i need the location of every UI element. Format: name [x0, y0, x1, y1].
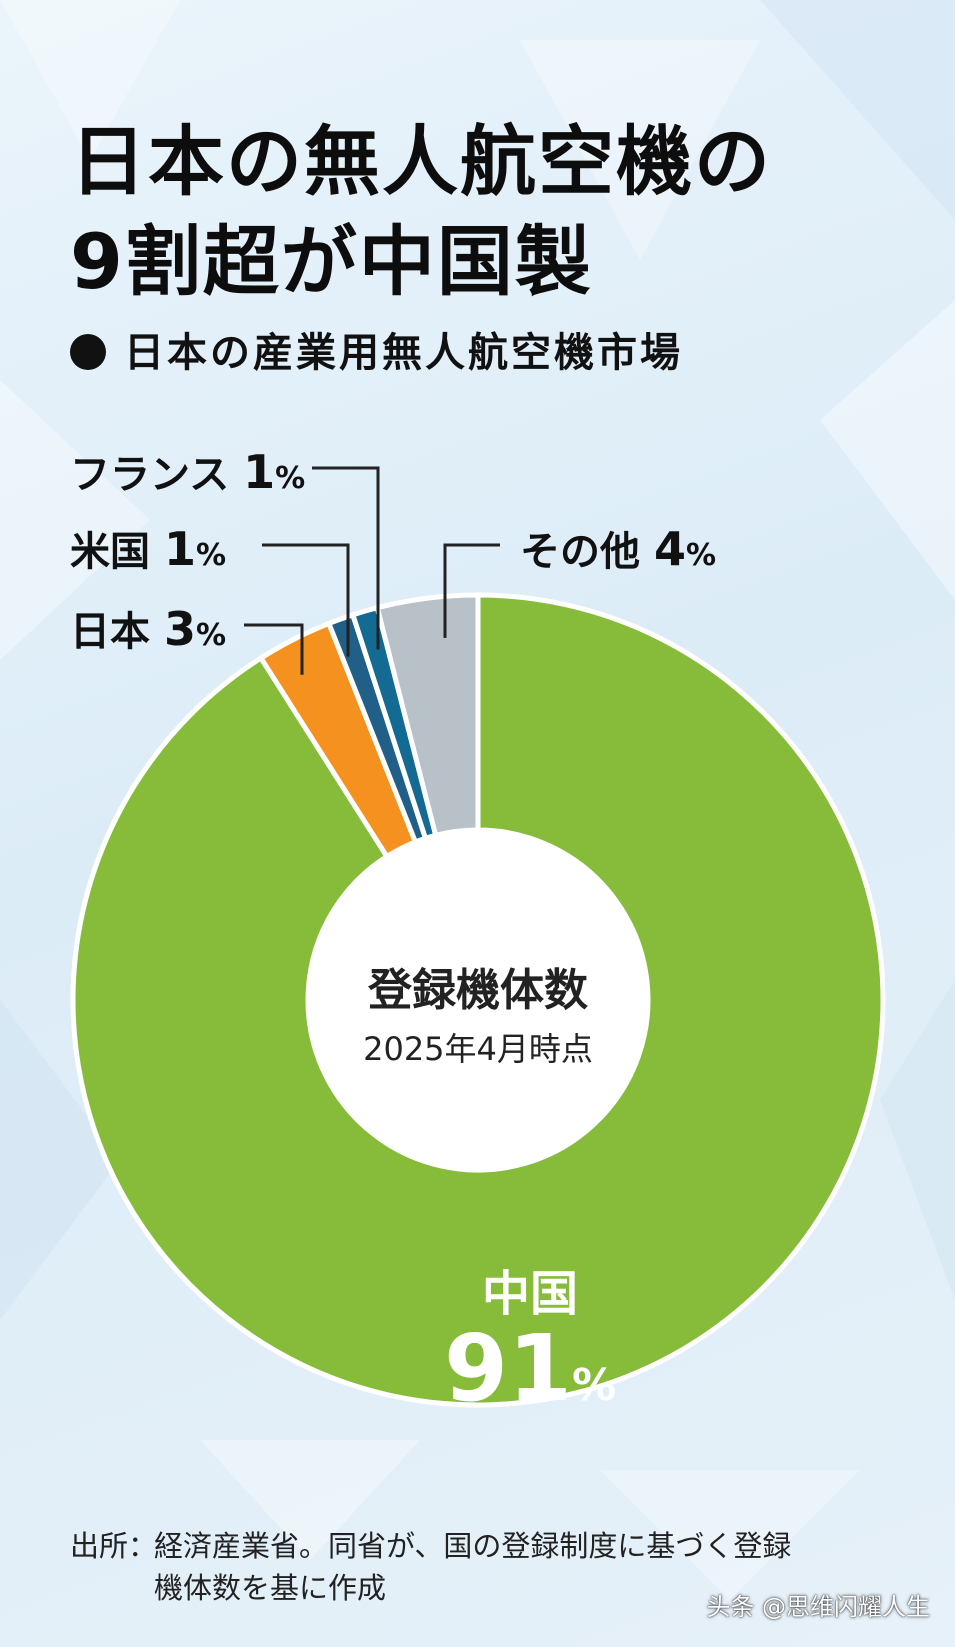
slice-other — [374, 592, 481, 839]
chart-title-line-1: 日本の無人航空機の — [70, 117, 772, 206]
label-france: フランス 1% — [70, 445, 305, 499]
source-note: 出所：経済産業省。同省が、国の登録制度に基づく登録 機体数を基に作成 — [70, 1525, 791, 1609]
watermark: 头条 @思维闪耀人生 — [706, 1593, 930, 1621]
center-subtitle: 2025年4月時点 — [363, 1030, 593, 1068]
leader-line-usa — [262, 543, 350, 657]
chart-subtitle-text: 日本の産業用無人航空機市場 — [124, 330, 683, 376]
center-title: 登録機体数 — [367, 965, 588, 1016]
label-china-name: 中国 — [482, 1266, 578, 1322]
chart-subtitle: 日本の産業用無人航空機市場 — [70, 320, 683, 378]
label-usa: 米国 1% — [70, 522, 226, 576]
bullet-icon — [70, 334, 106, 370]
chart-title-line-2: 9割超が中国製 — [70, 217, 593, 306]
source-text-line-2: 機体数を基に作成 — [154, 1571, 387, 1605]
label-other: その他 4% — [520, 522, 716, 576]
leader-line-other — [443, 543, 500, 638]
source-text-line-1: 経済産業省。同省が、国の登録制度に基づく登録 — [154, 1529, 792, 1563]
donut-hole — [310, 832, 646, 1168]
slice-china — [70, 592, 886, 1408]
leader-line-japan — [244, 623, 304, 675]
source-label: 出所： — [70, 1529, 158, 1563]
label-china-value: 91% — [444, 1315, 616, 1422]
leader-line-france — [312, 466, 380, 650]
label-japan: 日本 3% — [70, 602, 226, 656]
